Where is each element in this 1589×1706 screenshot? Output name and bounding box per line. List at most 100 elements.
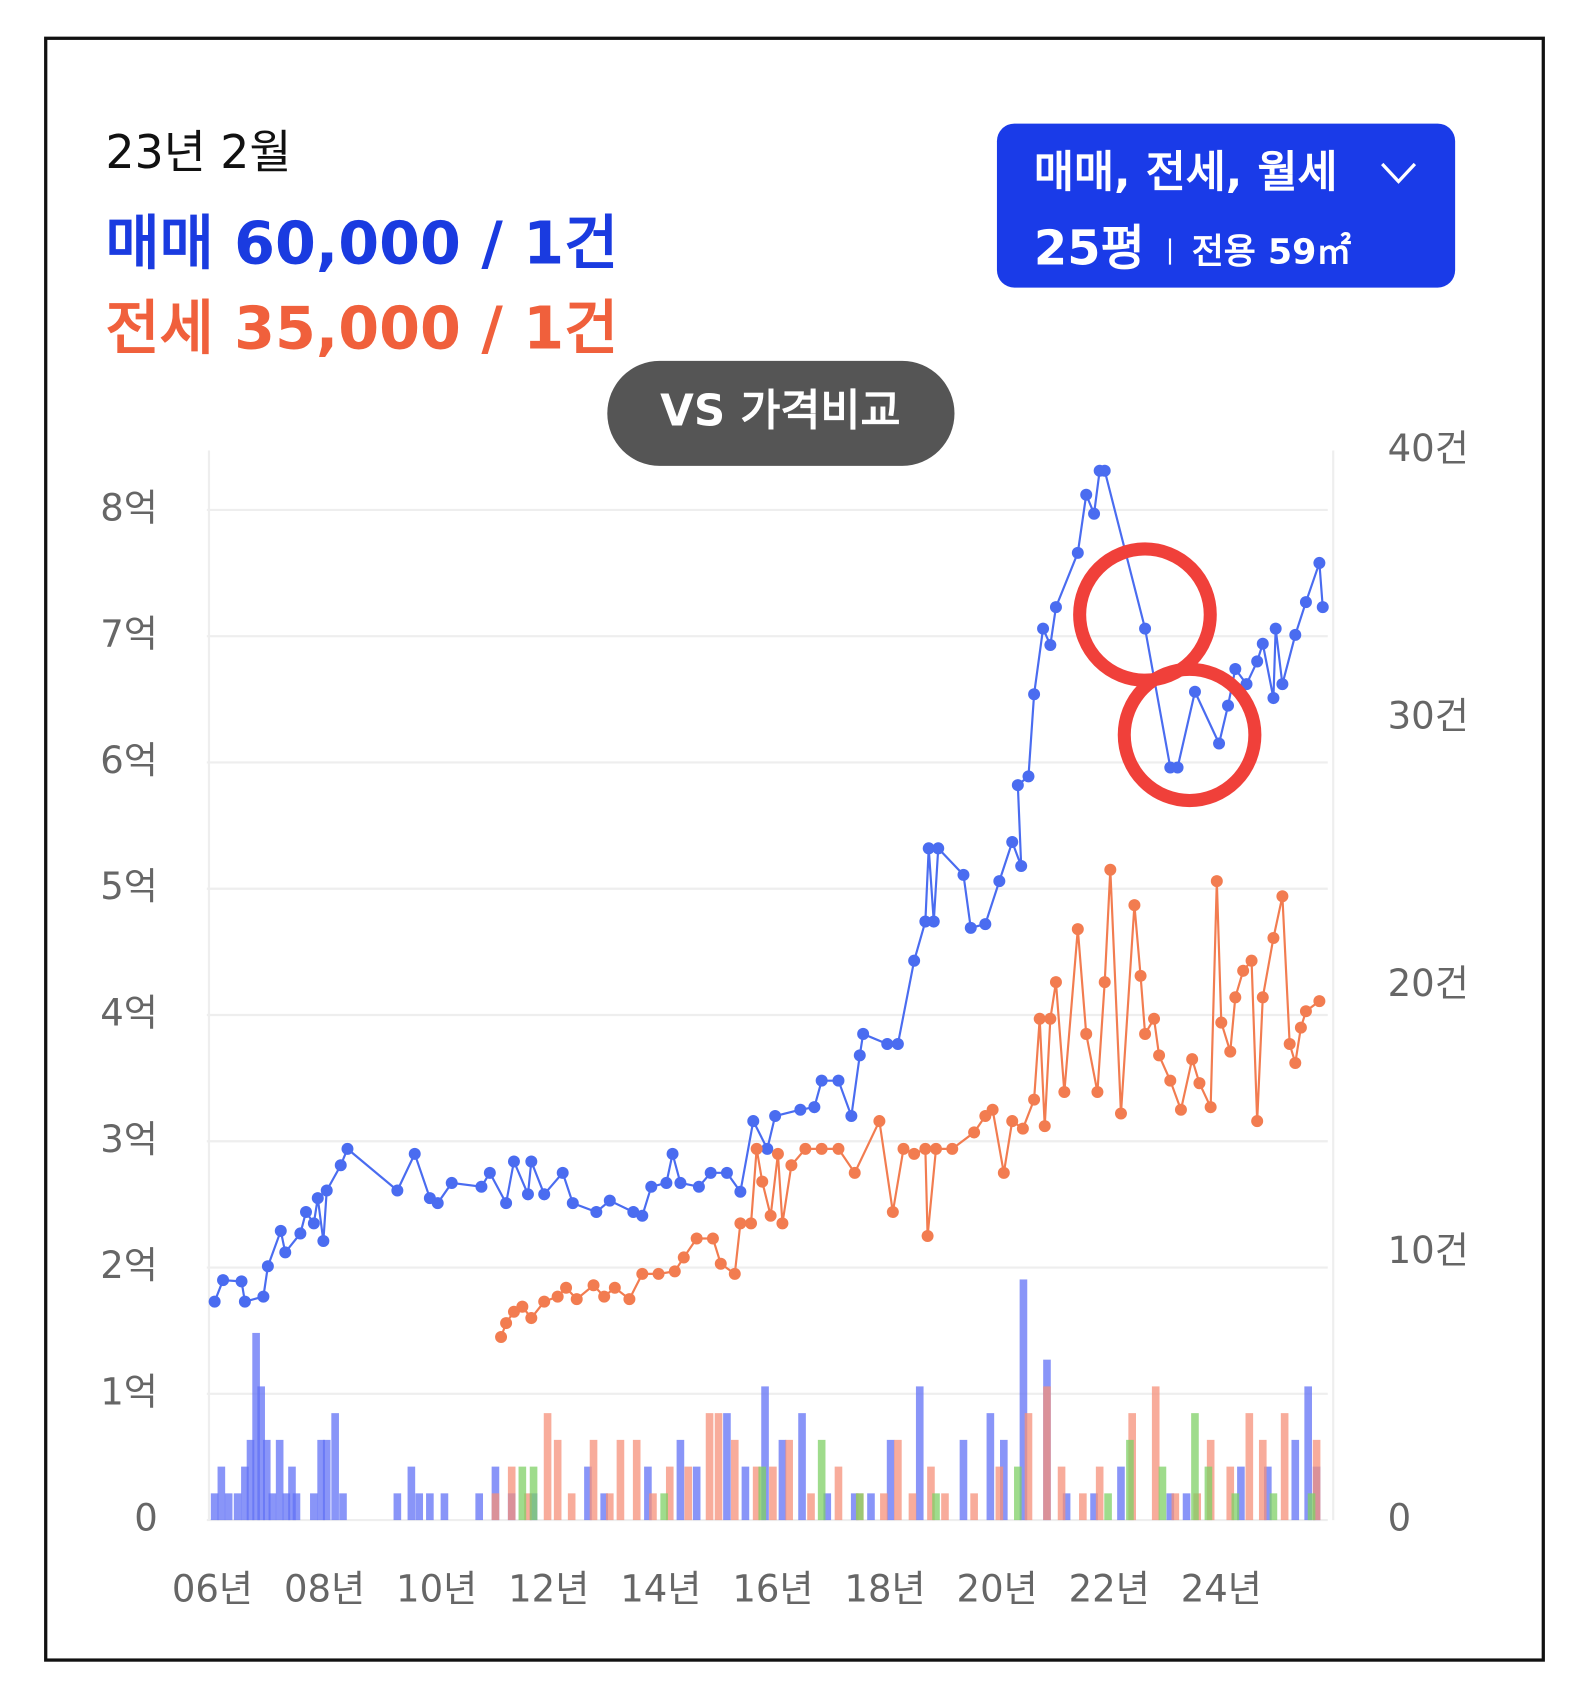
compare-background[interactable] [607,360,955,466]
price-point [1037,622,1050,635]
selector-area[interactable]: 전용 59㎡ [1192,232,1352,273]
price-point [1222,699,1235,712]
price-point [1256,637,1269,650]
volume-bar [1269,1493,1278,1521]
price-point [1033,1012,1046,1025]
x-tick-label: 20년 [957,1568,1038,1611]
volume-bar [1079,1493,1087,1521]
price-point [1276,678,1289,691]
volume-bar [684,1466,693,1521]
volume-bar [600,1493,608,1521]
selector-button[interactable]: 매매, 전세, 월세 25평 전용 59㎡ [996,123,1456,288]
price-point [714,1257,727,1270]
y-tick-label: 5억 [100,865,158,908]
selector-types[interactable]: 매매, 전세, 월세 [1034,148,1338,198]
volume-bar [660,1493,668,1521]
price-point [776,1217,789,1230]
price-point [475,1180,488,1193]
price-point [521,1188,534,1201]
y-tick-label: 6억 [100,739,158,782]
volume-bar [915,1386,924,1521]
price-point [666,1147,679,1160]
price-point [1267,692,1280,705]
volume-bar [932,1493,940,1521]
price-point [507,1155,520,1168]
volume-bar [758,1466,767,1521]
price-point [1038,1120,1051,1133]
price-point [1283,1038,1296,1051]
volume-bar [252,1332,260,1521]
volume-bar [649,1493,657,1521]
price-point [921,1229,934,1242]
price-point [570,1293,583,1306]
volume-bar [257,1386,265,1521]
volume-bar [886,1439,895,1521]
volume-bar [1104,1493,1112,1521]
volume-bar [282,1493,291,1521]
volume-bar [491,1493,500,1521]
price-point [307,1217,320,1230]
price-point [311,1192,324,1205]
volume-bar [1171,1493,1180,1521]
price-point [692,1180,705,1193]
price-point [1240,678,1253,691]
price-point [1188,685,1201,698]
price-point [1215,1016,1228,1029]
y-tick-label: 0 [134,1497,158,1540]
compare-label[interactable]: VS 가격비교 [660,386,900,436]
price-point [734,1217,747,1230]
price-point [391,1184,404,1197]
volume-bar [676,1439,685,1521]
price-point [320,1184,333,1197]
highlight-circle [1117,662,1262,808]
volume-bar [1304,1386,1312,1521]
price-point [756,1175,769,1188]
compare-button[interactable]: VS 가격비교 [607,360,955,466]
price-point [706,1232,719,1245]
price-point [294,1227,307,1240]
volume-bar [1204,1466,1213,1521]
volume-bar [440,1493,449,1521]
price-point [808,1101,821,1114]
price-point [445,1176,458,1189]
price-point [853,1049,866,1062]
volume-bar [1182,1493,1191,1521]
price-point [300,1205,312,1218]
price-point [538,1188,551,1201]
volume-bar [310,1493,318,1521]
chevron[interactable] [1381,162,1417,184]
selector-background[interactable] [996,123,1456,288]
volume-bar [1237,1466,1245,1521]
price-point [551,1290,564,1303]
price-point [1011,779,1024,792]
price-point [964,921,977,934]
volume-bar [1312,1439,1321,1521]
volume-bar [714,1413,723,1521]
volume-bar [632,1439,641,1521]
price-point [652,1267,665,1280]
price-point [598,1290,611,1303]
volume-bar [589,1439,598,1521]
price-point [1186,1053,1199,1066]
volume-bar [605,1493,614,1521]
y2-tick-label: 20건 [1388,962,1469,1005]
volume-bar [1043,1386,1051,1521]
x-tick-label: 16년 [732,1568,813,1611]
volume-bar [331,1413,339,1521]
price-point [979,918,992,931]
volume-bar [1264,1466,1272,1521]
price-point [1210,875,1223,888]
y2-tick-label: 30건 [1388,694,1469,737]
price-point [919,915,932,928]
price-point [1229,991,1242,1004]
volume-bar [880,1493,888,1521]
selector-size[interactable]: 25평 [1034,220,1145,276]
price-point [908,1147,921,1160]
volume-bar [1151,1386,1160,1521]
volume-bar [415,1493,424,1521]
volume-bar [1258,1439,1267,1521]
price-point [1193,1077,1206,1090]
price-point [1213,737,1226,750]
price-point [771,1147,784,1160]
